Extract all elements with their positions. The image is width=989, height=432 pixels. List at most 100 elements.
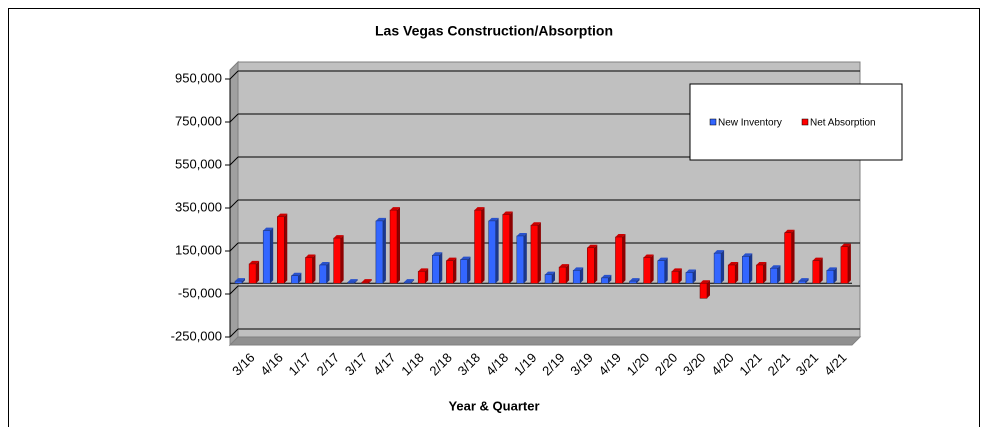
bar-side bbox=[537, 222, 541, 284]
y-tick-label: 950,000 bbox=[175, 70, 222, 85]
bar bbox=[460, 259, 468, 284]
y-tick-label: 550,000 bbox=[175, 156, 222, 171]
bar bbox=[234, 280, 243, 284]
bar-side bbox=[382, 217, 386, 284]
bar-top bbox=[235, 278, 245, 282]
bar-side bbox=[552, 271, 555, 284]
bar-side bbox=[622, 234, 626, 284]
bar-side bbox=[749, 253, 753, 284]
bar-top bbox=[812, 257, 823, 261]
bar-side bbox=[721, 250, 725, 284]
legend-swatch bbox=[709, 118, 717, 126]
bar bbox=[558, 266, 567, 284]
grid-line-side bbox=[229, 285, 239, 295]
bar-top bbox=[333, 235, 344, 239]
bar bbox=[840, 246, 849, 284]
x-axis-label: Year & Quarter bbox=[448, 398, 539, 413]
bar-side bbox=[411, 279, 415, 284]
bar bbox=[629, 280, 637, 284]
bar-top bbox=[530, 222, 541, 226]
chart-title: Las Vegas Construction/Absorption bbox=[375, 23, 613, 39]
bar bbox=[798, 280, 806, 284]
bar-top bbox=[826, 267, 837, 271]
bar bbox=[572, 270, 581, 284]
bar bbox=[727, 264, 736, 284]
bar-top bbox=[277, 213, 288, 217]
bar-top bbox=[432, 252, 443, 256]
bar-side bbox=[777, 265, 781, 284]
bar bbox=[305, 257, 313, 284]
bar-top bbox=[460, 256, 471, 260]
bar bbox=[812, 260, 820, 284]
bar-top bbox=[601, 274, 612, 278]
legend bbox=[689, 83, 903, 161]
bar-side bbox=[326, 261, 330, 284]
plot-floor bbox=[228, 336, 862, 346]
bar bbox=[262, 230, 271, 284]
bar-top bbox=[263, 227, 274, 231]
bar-top bbox=[587, 244, 598, 248]
bar-top bbox=[728, 261, 739, 265]
bar-side bbox=[608, 274, 612, 284]
bar bbox=[375, 220, 384, 284]
bar bbox=[756, 264, 764, 284]
bar bbox=[516, 235, 525, 284]
bar-top bbox=[291, 272, 302, 276]
bar-top bbox=[347, 279, 358, 283]
bar-top bbox=[305, 254, 316, 258]
bar-top bbox=[319, 261, 330, 265]
grid-line-side bbox=[229, 199, 239, 209]
y-tick-label: -50,000 bbox=[178, 285, 222, 300]
legend-label: New Inventory bbox=[718, 118, 782, 129]
bar-top bbox=[615, 234, 626, 238]
bar bbox=[615, 236, 623, 284]
bar-top bbox=[375, 217, 386, 221]
bar-side bbox=[664, 257, 668, 284]
bar-side bbox=[397, 207, 400, 284]
bar-top bbox=[559, 264, 570, 268]
bar bbox=[826, 270, 835, 284]
bar-side bbox=[439, 252, 443, 284]
bar-side bbox=[791, 229, 795, 284]
bar-top bbox=[742, 253, 753, 257]
bar bbox=[685, 272, 694, 284]
bar bbox=[474, 209, 482, 284]
bar-side bbox=[467, 256, 471, 284]
bar-side bbox=[692, 269, 696, 284]
bar bbox=[671, 271, 680, 284]
bar-side bbox=[636, 278, 640, 284]
bar-side bbox=[242, 278, 245, 284]
bar bbox=[333, 237, 341, 284]
bar bbox=[601, 277, 609, 284]
grid-line-side bbox=[229, 242, 239, 252]
bar-side bbox=[650, 254, 654, 284]
bar bbox=[784, 232, 792, 284]
bar bbox=[530, 224, 539, 284]
bar-side bbox=[523, 232, 527, 284]
bar-top bbox=[798, 278, 809, 282]
bar-side bbox=[805, 278, 809, 284]
bar bbox=[699, 283, 708, 299]
bar bbox=[248, 263, 257, 284]
bar-side bbox=[847, 243, 851, 284]
bar-top bbox=[404, 279, 415, 283]
bar-side bbox=[833, 267, 837, 284]
bar bbox=[643, 257, 651, 284]
grid-line-side bbox=[229, 113, 239, 123]
bar bbox=[347, 281, 355, 284]
bar-top bbox=[784, 229, 795, 233]
bar-side bbox=[312, 254, 316, 284]
y-tick-label: 750,000 bbox=[175, 113, 222, 128]
bar bbox=[291, 275, 299, 284]
y-tick-label: 150,000 bbox=[175, 242, 222, 257]
bar-side bbox=[340, 235, 344, 284]
bar-top bbox=[516, 232, 527, 236]
bar-side bbox=[298, 272, 302, 284]
bar bbox=[544, 274, 553, 284]
bar-top bbox=[545, 271, 555, 275]
bar bbox=[488, 220, 496, 284]
bar bbox=[277, 216, 285, 284]
y-tick-label: 350,000 bbox=[175, 199, 222, 214]
bar bbox=[770, 267, 778, 284]
